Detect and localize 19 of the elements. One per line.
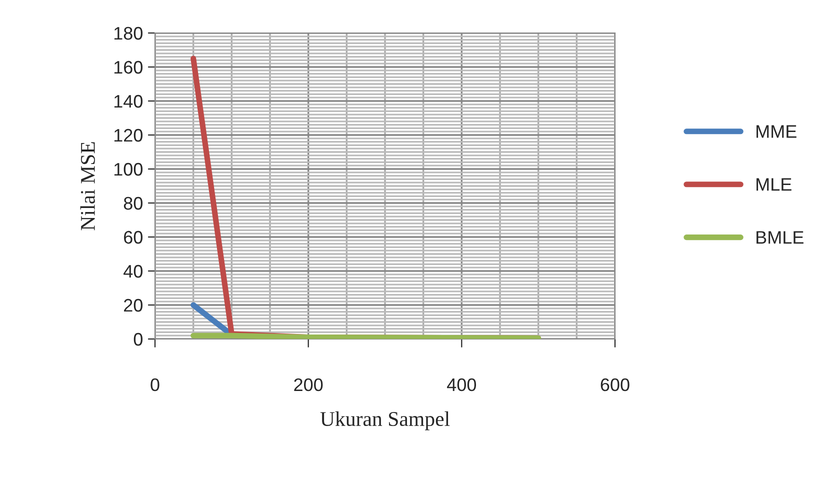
y-tick-label: 20 xyxy=(124,298,142,312)
x-tick-label: 600 xyxy=(600,378,630,392)
x-tick-label: 0 xyxy=(150,378,160,392)
y-tick-label: 0 xyxy=(134,332,142,346)
y-tick-label: 40 xyxy=(124,264,142,278)
x-tick-label: 400 xyxy=(447,378,476,392)
x-axis-title: Ukuran Sampel xyxy=(320,411,450,430)
y-tick-label: 60 xyxy=(124,230,142,244)
x-tick-label: 200 xyxy=(294,378,323,392)
y-tick-label: 160 xyxy=(114,60,142,74)
y-tick-label: 180 xyxy=(114,26,142,40)
legend-label: MME xyxy=(756,125,796,138)
y-tick-label: 140 xyxy=(114,94,142,108)
legend-label: MLE xyxy=(756,178,792,191)
y-tick-label: 120 xyxy=(114,128,142,142)
y-tick-label: 80 xyxy=(124,196,142,210)
y-axis-title: Nilai MSE xyxy=(80,142,95,230)
legend-label: BMLE xyxy=(756,231,804,244)
y-tick-label: 100 xyxy=(114,162,142,176)
